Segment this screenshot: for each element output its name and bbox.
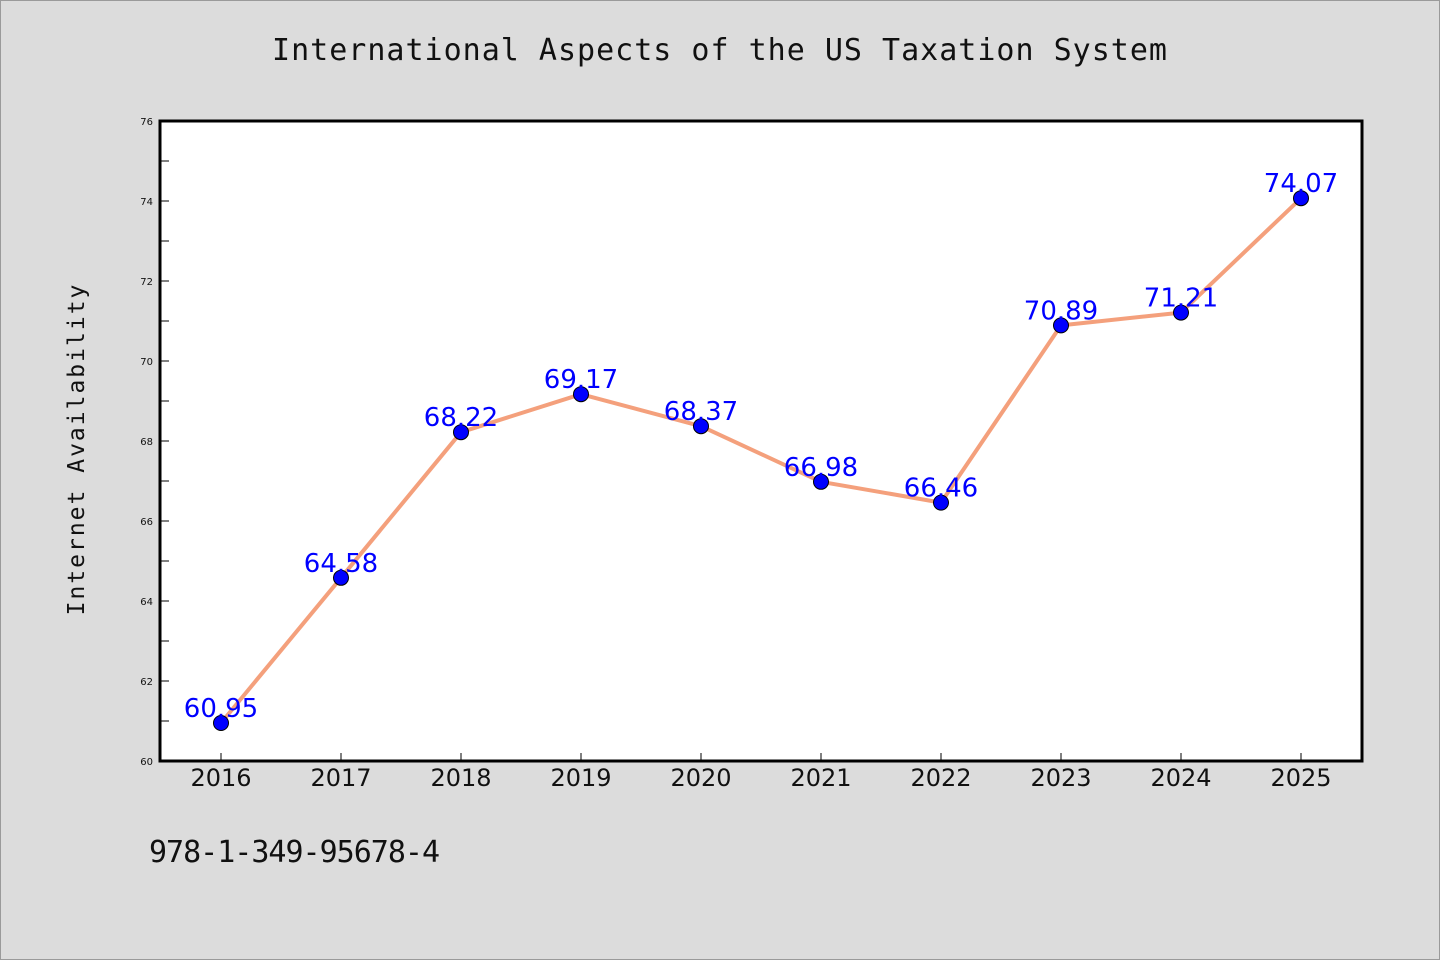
data-label: 64.58	[304, 549, 378, 579]
x-tick-label: 2024	[1150, 764, 1211, 792]
data-point	[573, 386, 589, 403]
y-axis-ticks: 60 62 64 66 68 70 72 74 76	[140, 117, 169, 768]
data-labels: 60.95 64.58 68.22 69.17 68.37 66.98 66.46 70.89…	[184, 169, 1338, 724]
data-label: 71.21	[1144, 284, 1218, 314]
data-label: 69.17	[544, 365, 618, 395]
data-point	[213, 715, 229, 731]
x-tick-label: 2025	[1270, 764, 1331, 792]
data-point	[453, 424, 469, 441]
data-point	[1173, 304, 1189, 321]
data-point	[333, 569, 349, 586]
isbn-text: 978-1-349-95678-4	[149, 835, 440, 870]
data-point	[1293, 190, 1309, 207]
y-tick-label: 74	[140, 197, 153, 208]
y-tick-label: 72	[140, 277, 153, 288]
data-label: 74.07	[1264, 169, 1338, 199]
x-tick-label: 2023	[1030, 764, 1091, 792]
data-markers	[213, 190, 1309, 731]
y-tick-label: 66	[140, 517, 153, 528]
data-point	[1053, 317, 1069, 334]
chart-title: International Aspects of the US Taxation…	[272, 33, 1168, 68]
data-point	[933, 494, 949, 511]
series-line	[219, 196, 1303, 725]
x-tick-label: 2020	[670, 764, 731, 792]
x-axis-ticks: 2016 2017 2018 2019 2020 2021 2022 2023 2024 2025	[190, 753, 1332, 792]
data-label: 60.95	[184, 694, 258, 724]
y-tick-label: 64	[140, 597, 153, 608]
x-tick-label: 2019	[550, 764, 611, 792]
x-tick-label: 2018	[430, 764, 491, 792]
data-label: 70.89	[1024, 296, 1098, 326]
data-point	[693, 418, 709, 435]
plot-area	[158, 119, 1364, 763]
y-tick-label: 70	[140, 357, 153, 368]
y-tick-label: 68	[140, 437, 153, 448]
y-tick-label: 76	[140, 117, 153, 128]
data-label: 66.46	[904, 474, 978, 504]
x-tick-label: 2016	[190, 764, 251, 792]
x-tick-label: 2021	[790, 764, 851, 792]
x-tick-label: 2022	[910, 764, 971, 792]
data-label: 68.22	[424, 403, 498, 433]
y-tick-label: 62	[140, 677, 153, 688]
y-tick-label: 60	[140, 757, 153, 768]
x-tick-label: 2017	[310, 764, 371, 792]
data-point	[813, 473, 829, 490]
data-label: 66.98	[784, 453, 858, 483]
data-label: 68.37	[664, 397, 738, 427]
